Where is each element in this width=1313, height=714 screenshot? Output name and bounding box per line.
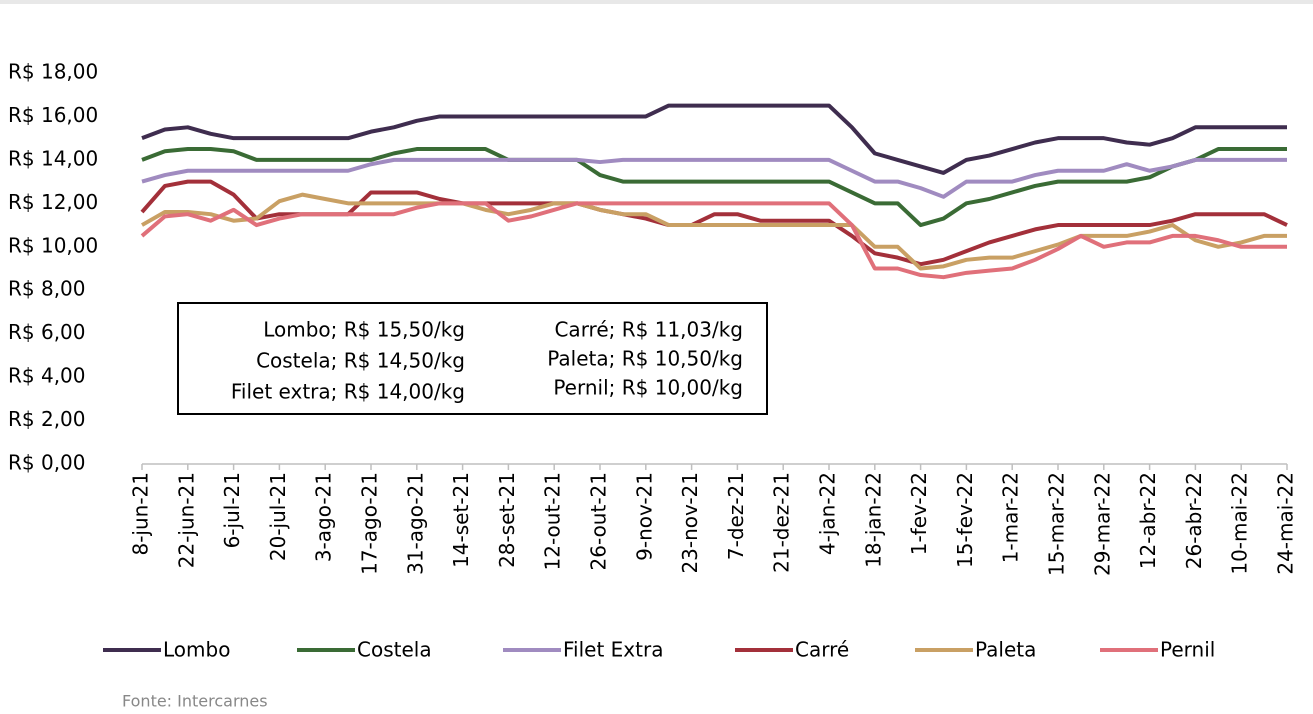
x-tick-label: 20-jul-21 <box>266 472 290 561</box>
annotation-text: Carré; R$ 11,03/kg <box>554 318 743 342</box>
x-tick-label: 17-ago-21 <box>358 472 382 575</box>
x-tick-label: 10-mai-22 <box>1228 472 1252 575</box>
top-border <box>0 0 1313 4</box>
series-line <box>141 192 1287 271</box>
y-tick-label: R$ 16,00 <box>8 103 98 127</box>
x-tick-label: 23-nov-21 <box>678 472 702 574</box>
x-tick-label: 12-out-21 <box>541 472 565 570</box>
annotation-text: Costela; R$ 14,50/kg <box>256 349 465 373</box>
annotation-text: Lombo; R$ 15,50/kg <box>263 318 465 342</box>
x-tick-label: 1-mar-22 <box>999 472 1023 563</box>
x-tick-label: 8-jun-21 <box>129 472 153 556</box>
legend-label: Filet Extra <box>563 638 663 662</box>
x-tick-label: 29-mar-22 <box>1090 472 1114 576</box>
annotation-text: Filet extra; R$ 14,00/kg <box>231 380 465 404</box>
legend-label: Lombo <box>163 638 230 662</box>
x-tick-label: 14-set-21 <box>449 472 473 568</box>
x-tick-label: 22-jun-21 <box>174 472 198 568</box>
annotation-text: Pernil; R$ 10,00/kg <box>553 376 743 400</box>
x-tick-label: 28-set-21 <box>495 472 519 568</box>
series-line <box>140 201 1287 280</box>
x-tick-label: 6-jul-21 <box>220 472 244 548</box>
x-tick-label: 15-fev-22 <box>953 472 977 568</box>
series-line <box>141 103 1287 175</box>
y-tick-label: R$ 12,00 <box>8 190 98 214</box>
legend-label: Carré <box>795 638 849 662</box>
legend-label: Costela <box>357 638 432 662</box>
x-tick-label: 26-abr-22 <box>1182 472 1206 569</box>
series-line <box>141 147 1287 228</box>
series-line <box>140 179 1288 267</box>
x-tick-label: 21-dez-21 <box>770 472 794 573</box>
y-tick-label: R$ 4,00 <box>8 364 86 388</box>
x-tick-label: 12-abr-22 <box>1136 472 1160 569</box>
x-tick-label: 4-jan-22 <box>816 472 840 555</box>
annotation-text: Paleta; R$ 10,50/kg <box>547 347 743 371</box>
y-tick-label: R$ 0,00 <box>8 451 86 475</box>
y-tick-label: R$ 2,00 <box>8 407 86 431</box>
x-tick-label: 3-ago-21 <box>312 472 336 562</box>
annotation-box <box>177 302 768 415</box>
x-tick-label: 24-mai-22 <box>1274 472 1298 575</box>
legend-label: Pernil <box>1160 638 1215 662</box>
x-tick-label: 9-nov-21 <box>632 472 656 561</box>
x-tick-label: 1-fev-22 <box>907 472 931 555</box>
y-tick-label: R$ 10,00 <box>8 233 98 257</box>
x-tick-label: 18-jan-22 <box>861 472 885 568</box>
x-tick-label: 26-out-21 <box>587 472 611 570</box>
x-tick-label: 31-ago-21 <box>403 472 427 575</box>
x-tick-label: 15-mar-22 <box>1045 472 1069 576</box>
y-tick-label: R$ 6,00 <box>8 320 86 344</box>
x-tick-label: 7-dez-21 <box>724 472 748 560</box>
series-line <box>141 157 1287 199</box>
y-tick-label: R$ 18,00 <box>8 60 98 84</box>
y-tick-label: R$ 14,00 <box>8 146 98 170</box>
y-tick-label: R$ 8,00 <box>8 277 86 301</box>
legend-label: Paleta <box>975 638 1036 662</box>
source: Fonte: Intercarnes <box>122 692 268 711</box>
